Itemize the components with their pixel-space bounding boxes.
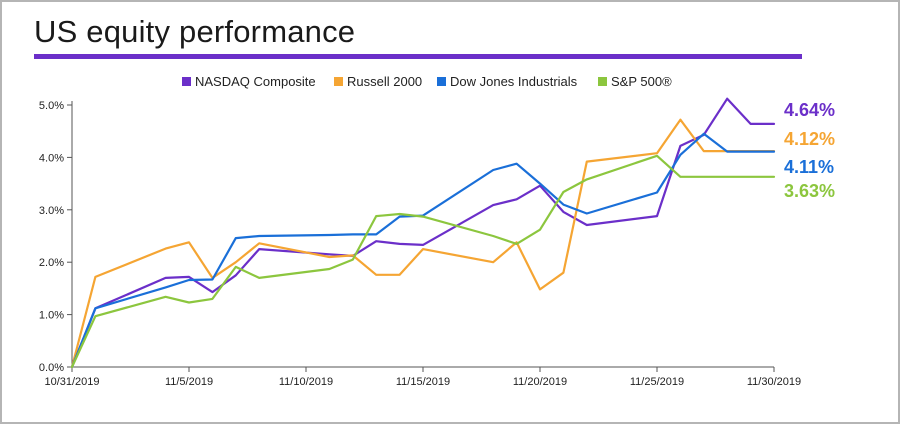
x-tick-label: 11/30/2019	[747, 376, 801, 388]
series-end-value-label: 4.64%	[784, 100, 835, 120]
x-tick-label: 11/5/2019	[165, 376, 213, 388]
x-tick-label: 11/10/2019	[279, 376, 333, 388]
page-title: US equity performance	[34, 14, 356, 49]
series-line	[70, 154, 776, 369]
series-line	[70, 118, 776, 369]
title-underline	[34, 54, 802, 59]
series-end-value-label: 3.63%	[784, 181, 835, 201]
series-line	[70, 97, 776, 369]
x-tick-label: 11/15/2019	[396, 376, 450, 388]
x-tick-label: 11/20/2019	[513, 376, 567, 388]
legend-swatch	[598, 77, 607, 86]
x-tick-label: 10/31/2019	[44, 376, 99, 388]
y-tick-label: 4.0%	[39, 152, 64, 164]
y-tick-label: 2.0%	[39, 257, 64, 269]
legend-swatch	[334, 77, 343, 86]
legend-label: Dow Jones Industrials	[450, 74, 578, 89]
x-tick-label: 11/25/2019	[630, 376, 684, 388]
legend-label: NASDAQ Composite	[195, 74, 316, 89]
y-tick-label: 1.0%	[39, 310, 64, 322]
legend-swatch	[437, 77, 446, 86]
legend-label: Russell 2000	[347, 74, 422, 89]
series-end-value-label: 4.12%	[784, 129, 835, 149]
legend-label: S&P 500®	[611, 74, 672, 89]
legend-swatch	[182, 77, 191, 86]
y-tick-label: 5.0%	[39, 100, 64, 112]
y-tick-label: 0.0%	[39, 362, 64, 374]
series-end-value-label: 4.11%	[784, 157, 834, 177]
y-tick-label: 3.0%	[39, 205, 64, 217]
